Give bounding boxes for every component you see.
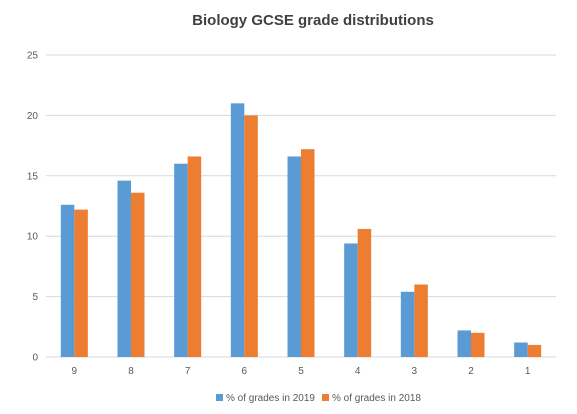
- bar-3-series-1: [400, 291, 415, 357]
- bar-9-series-1: [60, 204, 75, 357]
- x-tick-label: 4: [355, 366, 361, 377]
- y-tick-label: 5: [32, 292, 38, 303]
- x-tick-label: 2: [468, 366, 474, 377]
- x-tick-label: 1: [525, 366, 531, 377]
- x-tick-label: 8: [128, 366, 134, 377]
- chart-title: Biology GCSE grade distributions: [192, 12, 434, 29]
- bar-8-series-2: [131, 192, 145, 357]
- x-tick-label: 6: [242, 366, 248, 377]
- legend-label: % of grades in 2018: [332, 393, 421, 404]
- chart-legend: % of grades in 2019 % of grades in 2018: [216, 393, 421, 404]
- bar-9-series-2: [74, 209, 88, 357]
- bar-3-series-2: [414, 284, 428, 357]
- y-tick-label: 10: [27, 232, 39, 243]
- bar-2-series-2: [471, 332, 485, 357]
- legend-swatch: [216, 394, 223, 401]
- bar-7-series-1: [174, 163, 188, 357]
- bar-1-series-2: [527, 344, 542, 357]
- bar-5-series-2: [301, 149, 315, 357]
- bar-7-series-2: [187, 156, 202, 357]
- legend-swatch: [322, 394, 329, 401]
- x-tick-label: 5: [298, 366, 304, 377]
- y-tick-label: 25: [27, 51, 39, 62]
- y-tick-label: 15: [27, 171, 39, 182]
- bar-6-series-2: [244, 115, 258, 358]
- x-tick-label: 3: [412, 366, 418, 377]
- y-tick-label: 0: [32, 353, 38, 364]
- x-tick-label: 7: [185, 366, 191, 377]
- x-tick-label: 9: [72, 366, 78, 377]
- bar-8-series-1: [117, 180, 131, 357]
- bar-6-series-1: [230, 103, 245, 357]
- bar-2-series-1: [457, 330, 471, 357]
- bar-4-series-1: [344, 243, 358, 357]
- bar-4-series-2: [357, 228, 372, 357]
- y-tick-label: 20: [27, 111, 39, 122]
- bar-5-series-1: [287, 156, 301, 357]
- bar-1-series-1: [514, 342, 528, 357]
- legend-label: % of grades in 2019: [226, 393, 315, 404]
